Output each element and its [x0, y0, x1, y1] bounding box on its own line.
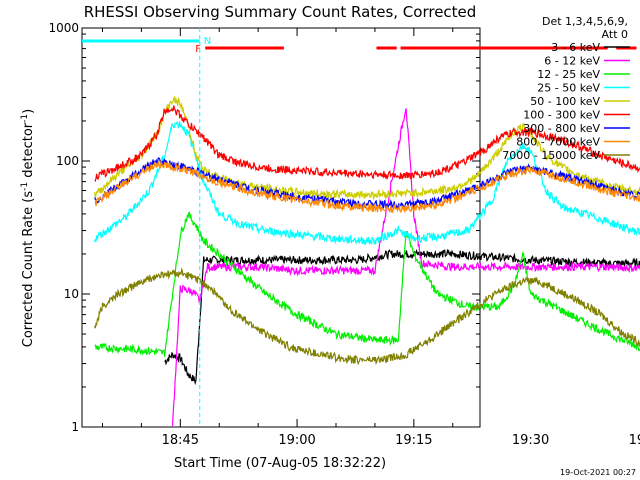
legend-entry-label: 800 - 7000 keV: [516, 136, 600, 149]
y-tick-label: 100: [56, 154, 79, 168]
y-axis-ticks: 1 10 100 1000: [48, 21, 480, 434]
legend-entry-label: 100 - 300 keV: [523, 109, 600, 122]
chart-title: RHESSI Observing Summary Count Rates, Co…: [84, 3, 477, 21]
series-line: [164, 248, 640, 386]
series-layer: [94, 95, 640, 427]
flare-flag-label: F: [195, 44, 201, 55]
x-tick-label: 19:45: [629, 433, 640, 448]
series-line: [94, 211, 640, 357]
x-tick-label: 19:30: [512, 433, 549, 448]
vertical-lines-layer: [199, 28, 201, 427]
series-line: [94, 267, 640, 366]
series-line: [94, 121, 640, 246]
series-line: [171, 108, 640, 427]
legend-entry-label: 7000 - 15000 keV: [502, 149, 600, 162]
plot-frame: [81, 27, 481, 428]
x-tick-label: 18:45: [162, 433, 199, 448]
legend-entry-label: 3 - 6 keV: [551, 41, 600, 54]
legend-entry-label: 12 - 25 keV: [537, 68, 600, 81]
footer-timestamp: 19-Oct-2021 00:27: [560, 468, 636, 477]
y-tick-label: 1000: [48, 21, 79, 35]
legend-entry-label: 6 - 12 keV: [544, 55, 600, 68]
x-axis-label: Start Time (07-Aug-05 18:32:22): [174, 456, 386, 471]
y-axis-label: Corrected Count Rate (s-1 detector-1): [20, 109, 36, 347]
legend-entry-label: 300 - 800 keV: [523, 122, 600, 135]
x-tick-label: 19:00: [278, 433, 315, 448]
night-flag-label: N: [204, 36, 211, 47]
y-tick-label: 10: [64, 287, 79, 301]
series-line: [94, 105, 640, 182]
legend-entry-label: 50 - 100 keV: [530, 95, 600, 108]
legend-entry-label: 25 - 50 keV: [537, 82, 600, 95]
legend-header: Att 0: [602, 28, 628, 41]
x-tick-label: 19:15: [395, 433, 432, 448]
flags-layer: NF: [82, 36, 637, 55]
series-line: [94, 159, 640, 214]
legend-header: Det 1,3,4,5,6,9,: [542, 15, 628, 28]
y-tick-label: 1: [71, 420, 79, 434]
